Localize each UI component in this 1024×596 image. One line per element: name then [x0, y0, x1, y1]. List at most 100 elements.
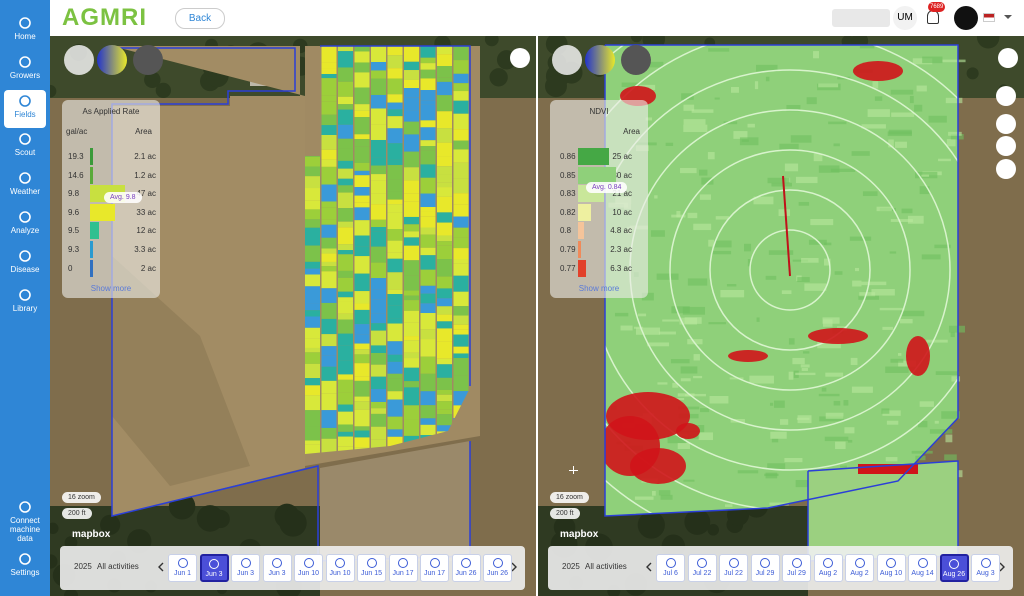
legend-area: 3.3 ac: [134, 245, 156, 254]
show-more[interactable]: Show more: [62, 284, 160, 293]
nav-item[interactable]: Home: [4, 12, 46, 50]
date-chip[interactable]: Jul 22: [719, 554, 748, 582]
date-chip[interactable]: Jun 10: [326, 554, 355, 582]
date-chip[interactable]: Jun 17: [420, 554, 449, 582]
strip-cell: [421, 303, 436, 313]
date-chip[interactable]: Jun 10: [294, 554, 323, 582]
nav-item[interactable]: Growers: [4, 51, 46, 89]
date-chip[interactable]: Jun 1: [168, 554, 197, 582]
area-header[interactable]: Area: [135, 127, 152, 136]
strip-cell: [371, 323, 386, 330]
date-chip[interactable]: Jul 29: [751, 554, 780, 582]
strip-cell: [404, 296, 419, 301]
overlay-button[interactable]: [621, 45, 651, 75]
strip-cell: [388, 165, 403, 179]
layers-button[interactable]: [64, 45, 94, 75]
vegetation-texture: [796, 177, 818, 183]
timeline-filter[interactable]: All activities: [585, 562, 627, 571]
bell-icon[interactable]: [927, 10, 939, 24]
vegetation-texture: [890, 359, 903, 363]
date-chip[interactable]: Jun 3: [200, 554, 229, 582]
strip-cell: [322, 271, 337, 288]
date-chip[interactable]: Jun 26: [452, 554, 481, 582]
strip-cell: [437, 321, 452, 328]
nav-item[interactable]: Weather: [4, 167, 46, 205]
date-chip[interactable]: Jul 22: [688, 554, 717, 582]
vegetation-texture: [742, 140, 749, 142]
date-chip[interactable]: Aug 2: [845, 554, 874, 582]
strip-cell: [355, 171, 370, 175]
timeline-filter[interactable]: All activities: [97, 562, 139, 571]
prev-arrow[interactable]: [157, 562, 165, 572]
legend-bar: [578, 204, 591, 221]
strip-cell: [305, 262, 320, 269]
vegetation-texture: [770, 403, 773, 406]
vegetation-texture: [769, 250, 793, 255]
nav-item[interactable]: Scout: [4, 128, 46, 166]
vegetation-texture: [938, 159, 951, 161]
info-button[interactable]: [998, 48, 1018, 68]
strip-cell: [355, 139, 370, 147]
strip-cell: [454, 276, 469, 292]
nav-item[interactable]: Library: [4, 284, 46, 322]
date-chip[interactable]: Aug 2: [814, 554, 843, 582]
date-chip[interactable]: Aug 10: [877, 554, 906, 582]
date-chip[interactable]: Jun 26: [483, 554, 512, 582]
vegetation-texture: [929, 116, 947, 123]
strip-cell: [371, 166, 386, 175]
date-chip[interactable]: Jun 3: [263, 554, 292, 582]
flag[interactable]: [983, 13, 995, 22]
date-chip[interactable]: Jun 17: [389, 554, 418, 582]
layers-button[interactable]: [552, 45, 582, 75]
date-chip[interactable]: Aug 14: [908, 554, 937, 582]
info-button[interactable]: [510, 48, 530, 68]
date-chip[interactable]: Aug 26: [940, 554, 969, 582]
strip-cell: [404, 46, 419, 62]
prev-arrow[interactable]: [645, 562, 653, 572]
user-avatar[interactable]: UM: [893, 6, 917, 30]
nav-item[interactable]: Connect machine data: [4, 496, 46, 544]
strip-cell: [371, 231, 386, 246]
strip-cell: [355, 134, 370, 139]
strip-cell: [388, 79, 403, 95]
vegetation-texture: [801, 364, 810, 367]
date-chip[interactable]: Aug 3: [971, 554, 1000, 582]
strip-cell: [305, 385, 320, 395]
strip-cell: [305, 410, 320, 427]
strip-cell: [338, 193, 353, 209]
filter-button[interactable]: [954, 6, 978, 30]
date-chip[interactable]: Jun 3: [231, 554, 260, 582]
vegetation-texture: [738, 470, 758, 473]
vegetation-texture: [908, 216, 924, 224]
color-scheme-button[interactable]: [585, 45, 615, 75]
chip-date: Jun 26: [453, 570, 480, 577]
vegetation-texture: [652, 491, 656, 496]
chip-date: Aug 2: [815, 570, 842, 577]
back-button[interactable]: Back: [175, 8, 225, 29]
vegetation-texture: [900, 311, 924, 317]
date-chip[interactable]: Jun 15: [357, 554, 386, 582]
attribution: mapbox: [72, 529, 110, 540]
nav-icon: [17, 551, 33, 567]
nav-item[interactable]: Fields: [4, 90, 46, 128]
date-chip[interactable]: Jul 6: [656, 554, 685, 582]
caret[interactable]: [1004, 15, 1012, 23]
legend-area: 33 ac: [136, 208, 156, 217]
color-scheme-button[interactable]: [97, 45, 127, 75]
nav-item[interactable]: Settings: [4, 548, 46, 588]
show-more[interactable]: Show more: [550, 284, 648, 293]
strip-cell: [404, 70, 419, 80]
overlay-button[interactable]: [133, 45, 163, 75]
strip-cell: [355, 401, 370, 409]
chip-icon: [304, 558, 314, 568]
vegetation-texture: [946, 98, 963, 103]
strip-cell: [338, 227, 353, 244]
date-chip[interactable]: Jul 29: [782, 554, 811, 582]
strip-cell: [355, 431, 370, 438]
nav-item[interactable]: Disease: [4, 245, 46, 283]
strip-cell: [355, 247, 370, 256]
nav-item[interactable]: Analyze: [4, 206, 46, 244]
stress-patch: [808, 328, 868, 344]
area-header[interactable]: Area: [623, 127, 640, 136]
strip-cell: [437, 235, 452, 241]
